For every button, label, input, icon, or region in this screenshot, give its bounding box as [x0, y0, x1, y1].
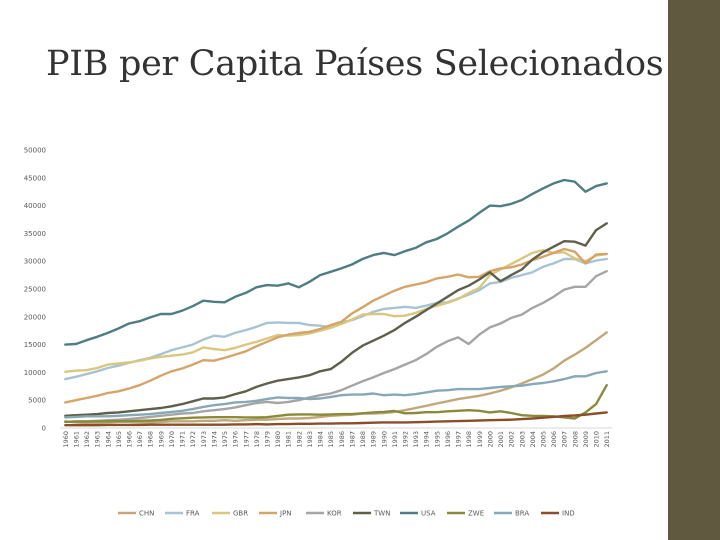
x-tick-label: 2004: [529, 431, 537, 448]
x-tick-label: 2007: [561, 431, 569, 448]
x-tick-label: 1997: [455, 431, 463, 448]
x-tick-label: 1992: [402, 431, 410, 448]
y-tick-label: 15000: [24, 341, 46, 349]
legend-label-ind: IND: [562, 510, 575, 518]
x-tick-label: 1983: [306, 431, 314, 448]
x-tick-label: 1987: [348, 431, 356, 448]
y-tick-label: 10000: [24, 369, 46, 377]
x-tick-label: 1991: [391, 431, 399, 448]
y-tick-label: 50000: [24, 147, 46, 155]
x-tick-label: 1971: [179, 431, 187, 448]
x-tick-label: 1963: [94, 431, 102, 448]
series-line-ind: [64, 411, 608, 427]
x-tick-label: 1990: [380, 431, 388, 448]
x-tick-label: 1972: [189, 431, 197, 448]
x-tick-label: 1981: [285, 431, 293, 448]
legend-label-jpn: JPN: [279, 510, 292, 518]
legend-label-kor: KOR: [327, 510, 342, 518]
x-tick-label: 1995: [433, 431, 441, 448]
x-tick-label: 2002: [508, 431, 516, 448]
y-tick-label: 25000: [24, 286, 46, 294]
x-tick-label: 1999: [476, 431, 484, 448]
y-tick-label: 0: [42, 425, 46, 433]
x-tick-label: 2006: [550, 431, 558, 448]
x-tick-label: 2000: [486, 431, 494, 448]
x-tick-label: 1984: [317, 431, 325, 448]
x-tick-label: 1979: [264, 431, 272, 448]
x-tick-label: 1969: [157, 431, 165, 448]
y-tick-label: 40000: [24, 202, 46, 210]
x-tick-label: 1974: [210, 431, 218, 448]
x-tick-label: 1988: [359, 431, 367, 448]
x-tick-label: 1986: [338, 431, 346, 448]
x-tick-label: 2001: [497, 431, 505, 448]
x-tick-label: 1967: [136, 431, 144, 448]
x-tick-label: 1994: [423, 431, 431, 448]
legend-label-chn: CHN: [139, 510, 154, 518]
y-tick-label: 45000: [24, 174, 46, 182]
series-line-gbr: [64, 248, 608, 373]
x-tick-label: 1960: [62, 431, 70, 448]
x-tick-label: 1961: [72, 431, 80, 448]
legend-label-zwe: ZWE: [468, 510, 484, 518]
y-tick-label: 35000: [24, 230, 46, 238]
x-tick-label: 1978: [253, 431, 261, 448]
x-tick-label: 1966: [126, 431, 134, 448]
x-tick-label: 1998: [465, 431, 473, 448]
x-tick-label: 1980: [274, 431, 282, 448]
series-line-kor: [64, 270, 608, 424]
x-tick-label: 1989: [370, 431, 378, 448]
x-tick-label: 1982: [295, 431, 303, 448]
decorative-sidebar: [668, 0, 720, 540]
x-tick-label: 1965: [115, 431, 123, 448]
series-line-bra: [64, 370, 608, 419]
legend-label-bra: BRA: [515, 510, 529, 518]
series-line-zwe: [64, 384, 608, 424]
x-tick-label: 2011: [603, 431, 611, 448]
series-line-twn: [64, 222, 608, 417]
x-tick-label: 1993: [412, 431, 420, 448]
series-line-jpn: [64, 247, 608, 404]
x-tick-label: 1976: [232, 431, 240, 448]
y-tick-label: 30000: [24, 258, 46, 266]
legend-label-fra: FRA: [186, 510, 200, 518]
x-tick-label: 2010: [593, 431, 601, 448]
x-tick-label: 2008: [571, 431, 579, 448]
x-tick-label: 2009: [582, 431, 590, 448]
slide-title: PIB per Capita Países Selecionados: [46, 44, 664, 84]
x-tick-label: 1968: [147, 431, 155, 448]
x-tick-label: 2005: [540, 431, 548, 448]
x-tick-label: 1970: [168, 431, 176, 448]
series-line-usa: [64, 178, 608, 346]
legend-label-gbr: GBR: [233, 510, 248, 518]
x-tick-label: 2003: [518, 431, 526, 448]
x-tick-label: 1977: [242, 431, 250, 448]
x-tick-label: 1975: [221, 431, 229, 448]
x-tick-label: 1962: [83, 431, 91, 448]
legend-label-usa: USA: [421, 510, 436, 518]
y-tick-label: 5000: [28, 397, 46, 405]
legend-label-twn: TWN: [373, 510, 390, 518]
x-tick-label: 1985: [327, 431, 335, 448]
x-tick-label: 1964: [104, 431, 112, 448]
x-tick-label: 1996: [444, 431, 452, 448]
x-tick-label: 1973: [200, 431, 208, 448]
y-tick-label: 20000: [24, 313, 46, 321]
